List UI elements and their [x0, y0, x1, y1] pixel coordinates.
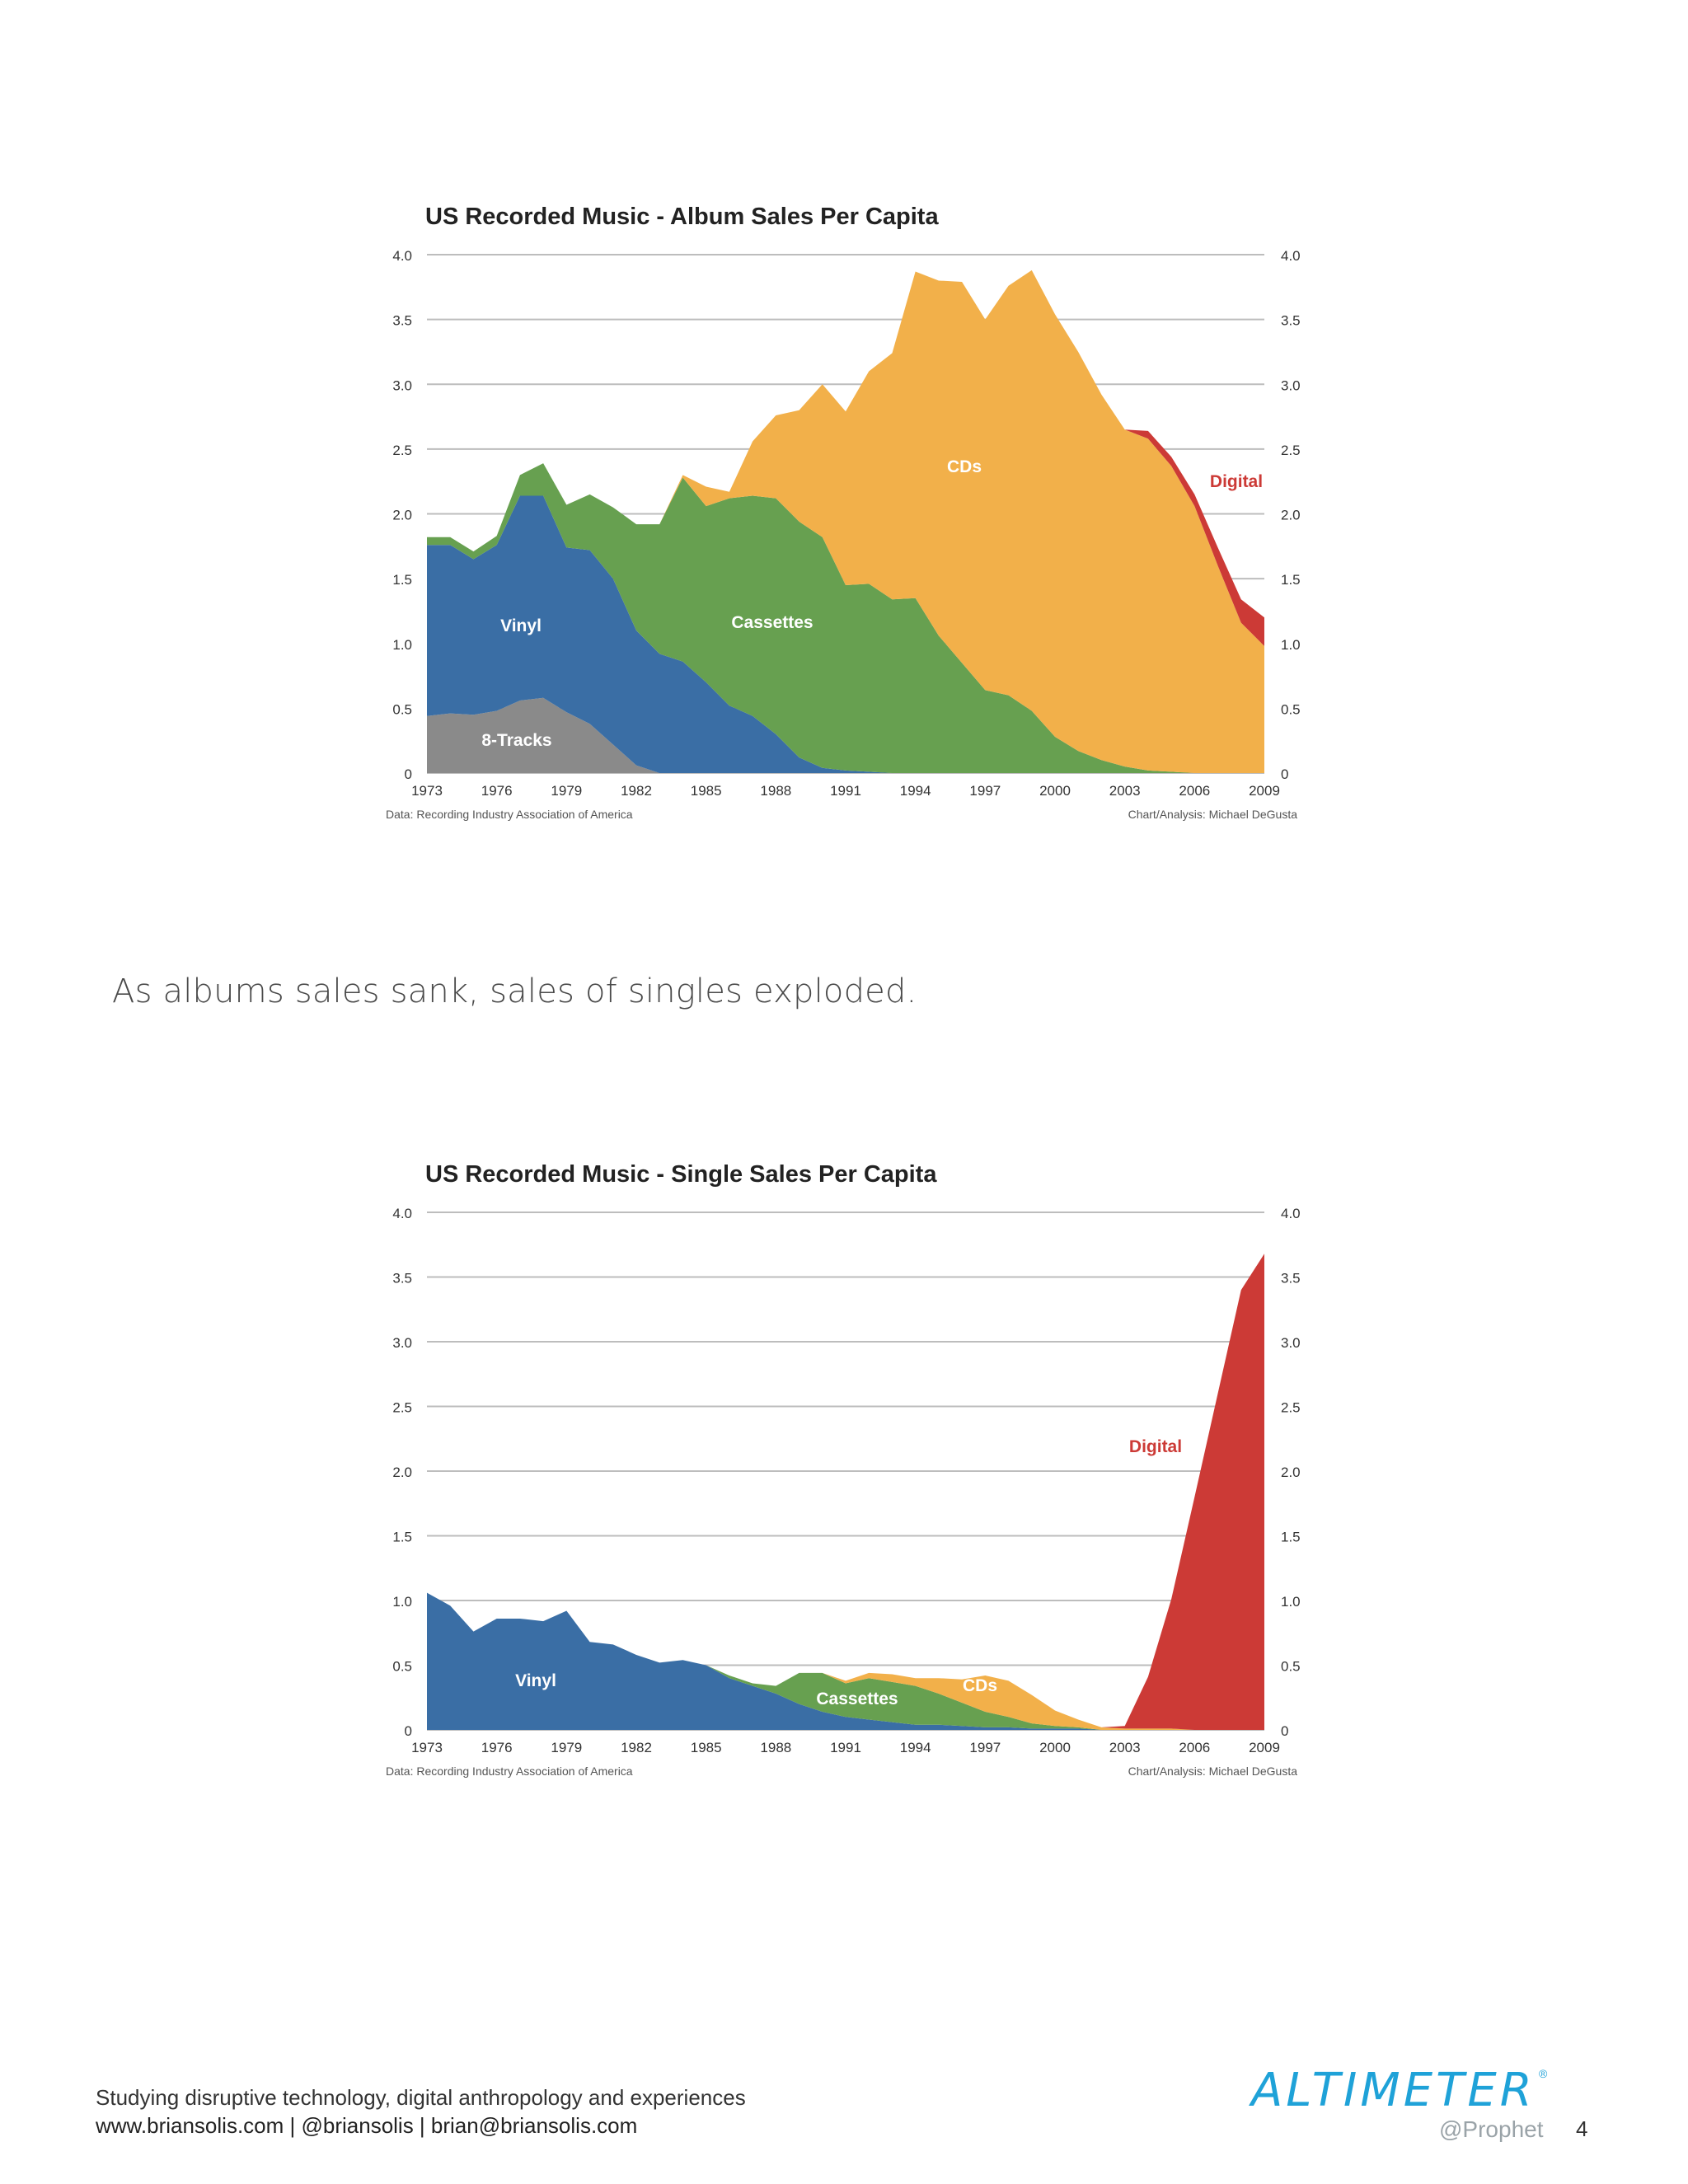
x-tick-label: 2000 [1039, 783, 1071, 799]
series-label-8-tracks: 8-Tracks [481, 731, 551, 750]
y-tick-label-right: 1.0 [1281, 1594, 1301, 1610]
x-tick-label: 1997 [969, 783, 1001, 799]
y-tick-label-right: 2.0 [1281, 1465, 1301, 1480]
y-tick-label-left: 3.0 [392, 377, 412, 393]
page-number: 4 [1576, 2116, 1588, 2141]
y-tick-label-right: 3.5 [1281, 313, 1301, 329]
y-tick-label-left: 4.0 [392, 248, 412, 264]
x-tick-label: 1985 [691, 783, 722, 799]
series-label-digital: Digital [1129, 1437, 1182, 1456]
series-label-cassettes: Cassettes [731, 613, 813, 632]
series-area-8-tracks [427, 697, 1264, 773]
x-tick-label: 1988 [760, 783, 791, 799]
x-tick-label: 2003 [1109, 783, 1141, 799]
series-area-cassettes [427, 463, 1264, 773]
series-area-cds [427, 269, 1264, 773]
series-label-vinyl: Vinyl [515, 1671, 556, 1690]
y-tick-label-right: 3.5 [1281, 1271, 1301, 1286]
y-tick-label-right: 2.5 [1281, 443, 1301, 458]
logo-wordmark: ALTIMETER [1251, 2064, 1536, 2117]
y-tick-label-left: 1.0 [392, 1594, 412, 1610]
footer: Studying disruptive technology, digital … [96, 2083, 746, 2139]
y-tick-label-left: 0.5 [392, 701, 412, 717]
y-tick-label-left: 1.5 [392, 1530, 412, 1545]
logo-registered-mark: ® [1539, 2067, 1548, 2080]
x-tick-label: 1997 [969, 1740, 1001, 1755]
y-tick-label-right: 3.0 [1281, 1335, 1301, 1351]
y-tick-label-right: 2.0 [1281, 508, 1301, 523]
altimeter-logo: ALTIMETER ® @Prophet [1251, 2064, 1548, 2154]
single-sales-chart-svg: 0 0 0.5 0.5 1.0 1.0 1.5 1.5 2.0 2.0 2.5 2.5 3.0 3.0 3.… [386, 1161, 1301, 1778]
logo-subtitle: @Prophet [1439, 2116, 1544, 2142]
x-tick-label: 1994 [900, 1740, 931, 1755]
chart-title: US Recorded Music - Album Sales Per Capi… [425, 204, 939, 230]
x-tick-label: 2003 [1109, 1740, 1141, 1755]
chart-title: US Recorded Music - Single Sales Per Cap… [425, 1161, 937, 1188]
x-tick-label: 1976 [481, 1740, 513, 1755]
y-tick-label-left: 0 [405, 1723, 412, 1739]
chart-source: Data: Recording Industry Association of … [386, 808, 633, 821]
y-tick-label-left: 2.5 [392, 443, 412, 458]
y-tick-label-left: 3.5 [392, 1271, 412, 1286]
series-label-cassettes: Cassettes [816, 1690, 898, 1708]
album-sales-chart: 0 0 0.5 0.5 1.0 1.0 1.5 1.5 2.0 2.0 2.5 2.5 3.0 3.0 3.… [0, 0, 1688, 849]
x-tick-label: 2000 [1039, 1740, 1071, 1755]
y-tick-label-right: 4.0 [1281, 248, 1301, 264]
series-label-cds: CDs [947, 457, 982, 476]
series-label-vinyl: Vinyl [500, 616, 542, 635]
y-tick-label-right: 2.5 [1281, 1400, 1301, 1416]
y-tick-label-left: 2.5 [392, 1400, 412, 1416]
y-tick-label-left: 1.0 [392, 637, 412, 653]
chart-credit: Chart/Analysis: Michael DeGusta [1128, 808, 1298, 821]
x-tick-label: 1973 [411, 783, 443, 799]
x-tick-label: 2006 [1179, 783, 1210, 799]
y-tick-label-right: 1.5 [1281, 572, 1301, 588]
y-tick-label-left: 2.0 [392, 1465, 412, 1480]
y-tick-label-right: 0 [1281, 1723, 1288, 1739]
series-label-cds: CDs [963, 1676, 997, 1695]
single-sales-chart: 0 0 0.5 0.5 1.0 1.0 1.5 1.5 2.0 2.0 2.5 2.5 3.0 3.0 3.… [0, 1154, 1688, 1813]
chart-credit: Chart/Analysis: Michael DeGusta [1128, 1765, 1298, 1778]
x-tick-label: 1994 [900, 783, 931, 799]
series-area-vinyl [427, 1592, 1264, 1730]
y-tick-label-right: 1.5 [1281, 1530, 1301, 1545]
series-label-digital: Digital [1210, 472, 1263, 491]
x-tick-label: 1976 [481, 783, 513, 799]
series-area-vinyl [427, 495, 1264, 773]
x-tick-label: 2009 [1249, 1740, 1280, 1755]
x-tick-label: 1979 [551, 783, 582, 799]
series-area-cassettes [427, 1592, 1264, 1730]
x-tick-label: 1982 [621, 783, 652, 799]
y-tick-label-right: 4.0 [1281, 1206, 1301, 1221]
x-tick-label: 1988 [760, 1740, 791, 1755]
x-tick-label: 2006 [1179, 1740, 1210, 1755]
y-tick-label-right: 0 [1281, 766, 1288, 782]
y-tick-label-right: 0.5 [1281, 701, 1301, 717]
x-tick-label: 1991 [830, 783, 861, 799]
y-tick-label-left: 3.5 [392, 313, 412, 329]
footer-tagline: Studying disruptive technology, digital … [96, 2085, 746, 2110]
x-tick-label: 1979 [551, 1740, 582, 1755]
album-sales-chart-svg: 0 0 0.5 0.5 1.0 1.0 1.5 1.5 2.0 2.0 2.5 2.5 3.0 3.0 3.… [386, 204, 1301, 821]
y-tick-label-right: 3.0 [1281, 377, 1301, 393]
x-tick-label: 1973 [411, 1740, 443, 1755]
series-area-digital [427, 1254, 1264, 1730]
y-tick-label-left: 0 [405, 766, 412, 782]
footer-contacts: www.briansolis.com | @briansolis | brian… [96, 2113, 638, 2138]
y-tick-label-left: 1.5 [392, 572, 412, 588]
caption-text: As albums sales sank, sales of singles e… [112, 972, 917, 1010]
x-tick-label: 1991 [830, 1740, 861, 1755]
y-tick-label-left: 4.0 [392, 1206, 412, 1221]
y-tick-label-left: 3.0 [392, 1335, 412, 1351]
x-tick-label: 1982 [621, 1740, 652, 1755]
y-tick-label-left: 2.0 [392, 508, 412, 523]
y-tick-label-left: 0.5 [392, 1659, 412, 1675]
y-tick-label-right: 0.5 [1281, 1659, 1301, 1675]
x-tick-label: 2009 [1249, 783, 1280, 799]
x-tick-label: 1985 [691, 1740, 722, 1755]
chart-source: Data: Recording Industry Association of … [386, 1765, 633, 1778]
y-tick-label-right: 1.0 [1281, 637, 1301, 653]
